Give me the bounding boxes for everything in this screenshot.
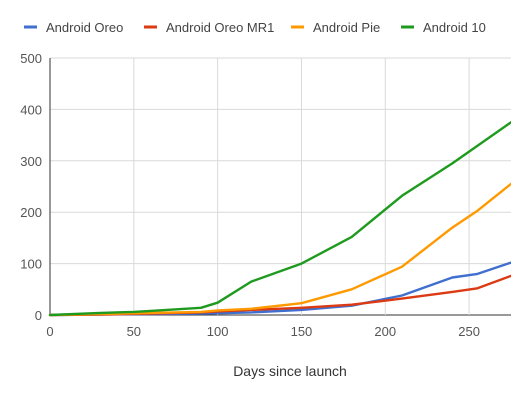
y-tick-label: 200 bbox=[20, 205, 42, 220]
legend-label: Android Oreo bbox=[46, 20, 123, 35]
y-tick-label: 400 bbox=[20, 102, 42, 117]
x-tick-label: 200 bbox=[374, 324, 396, 339]
y-tick-label: 500 bbox=[20, 51, 42, 66]
y-tick-label: 300 bbox=[20, 154, 42, 169]
legend-label: Android 10 bbox=[423, 20, 486, 35]
grid-lines bbox=[49, 57, 511, 316]
y-tick-label: 0 bbox=[35, 308, 42, 323]
legend-label: Android Oreo MR1 bbox=[166, 20, 274, 35]
y-axis-tick-labels: 0 100 200 300 400 500 bbox=[20, 51, 42, 323]
x-tick-label: 250 bbox=[458, 324, 480, 339]
x-tick-label: 0 bbox=[46, 324, 53, 339]
series-lines bbox=[48, 121, 511, 317]
series-line-android-10 bbox=[48, 121, 511, 317]
x-axis-tick-labels: 0 50 100 150 200 250 bbox=[46, 324, 480, 339]
legend: Android Oreo Android Oreo MR1 Android Pie A… bbox=[24, 20, 486, 35]
legend-label: Android Pie bbox=[313, 20, 380, 35]
x-tick-label: 150 bbox=[291, 324, 313, 339]
x-tick-label: 100 bbox=[207, 324, 229, 339]
y-tick-label: 100 bbox=[20, 257, 42, 272]
x-axis-title: Days since launch bbox=[233, 363, 347, 379]
series-line-android-pie bbox=[48, 182, 511, 317]
x-tick-label: 50 bbox=[127, 324, 141, 339]
